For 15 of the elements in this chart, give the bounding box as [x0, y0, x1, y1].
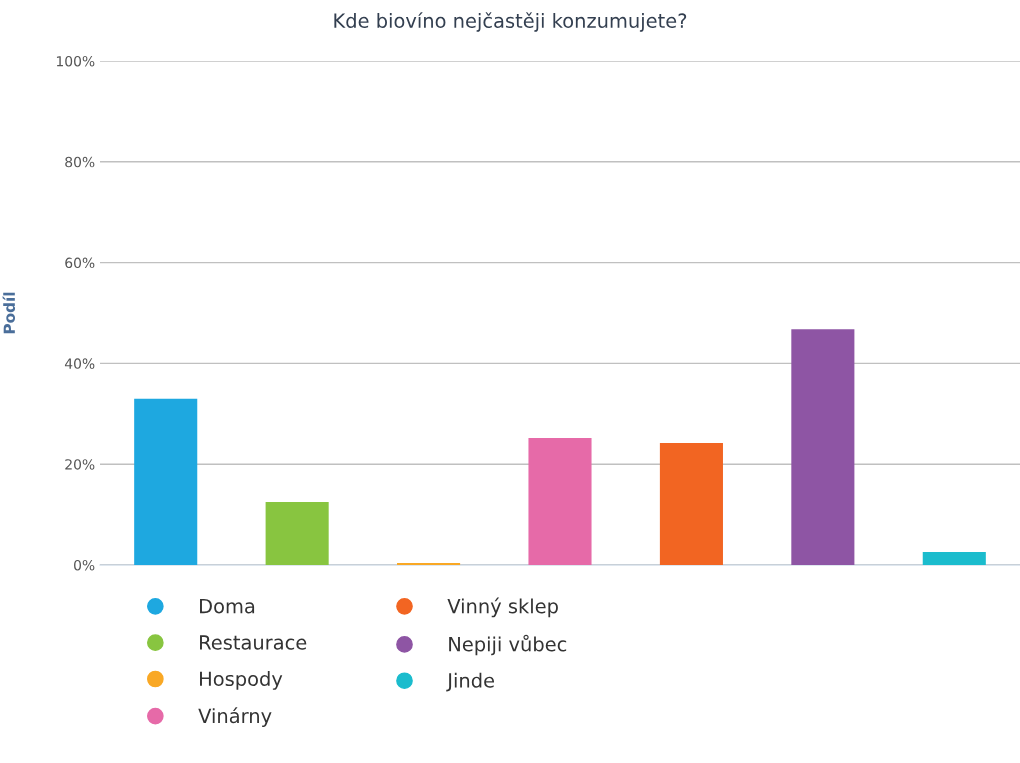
y-tick-label: 20% — [65, 459, 95, 470]
y-axis-title: Podíl — [2, 292, 16, 334]
legend-label: Restaurace — [200, 635, 307, 650]
legend-label: Doma — [200, 599, 255, 614]
legend-label: Vinný sklep — [447, 597, 558, 618]
legend-label: Jinde — [446, 672, 495, 692]
chart-title: Kde biovíno nejčastěji konzumujete? — [334, 12, 687, 32]
legend-label: Hospody — [200, 671, 283, 690]
y-tick-label: 60% — [65, 257, 95, 269]
y-tick-label: 40% — [64, 358, 95, 369]
y-tick-label: 0% — [74, 559, 95, 571]
y-tick-label: 100% — [56, 55, 95, 67]
legend-label: Nepiji vůbec — [449, 634, 567, 656]
legend-label: Vinárny — [198, 707, 272, 727]
y-tick-label: 80% — [65, 156, 95, 168]
